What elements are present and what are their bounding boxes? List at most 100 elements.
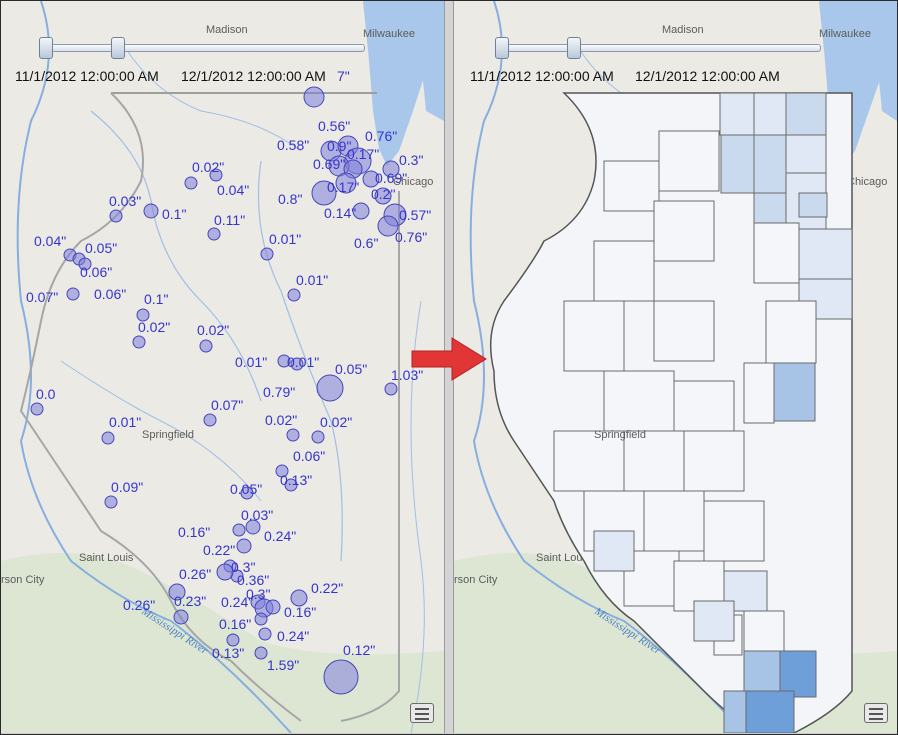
precipitation-symbol[interactable]: [209, 168, 223, 182]
precipitation-value-label: 0.16": [284, 604, 316, 620]
precipitation-symbol[interactable]: [286, 428, 300, 442]
county-polygons[interactable]: [553, 92, 853, 733]
precipitation-symbol[interactable]: [374, 187, 392, 205]
precipitation-symbol[interactable]: [203, 413, 217, 427]
time-slider-end-handle[interactable]: [111, 37, 125, 59]
county-polygon[interactable]: [785, 134, 827, 174]
precipitation-symbol[interactable]: [104, 495, 118, 509]
precipitation-symbol[interactable]: [258, 627, 272, 641]
legend-button[interactable]: [410, 703, 434, 723]
precipitation-value-label: 0.22": [203, 542, 235, 558]
county-polygon[interactable]: [719, 92, 755, 136]
county-polygon[interactable]: [769, 362, 816, 422]
precipitation-symbol[interactable]: [101, 431, 115, 445]
time-slider-track[interactable]: [51, 44, 365, 52]
left-basemap[interactable]: Madison Milwaukee Chicago Springfield Sa…: [1, 1, 444, 733]
precipitation-symbol[interactable]: [287, 288, 301, 302]
precipitation-symbol[interactable]: [236, 538, 252, 554]
county-polygon[interactable]: [683, 430, 745, 492]
precipitation-symbol[interactable]: [109, 209, 123, 223]
county-polygon[interactable]: [593, 240, 655, 302]
precipitation-symbol[interactable]: [335, 172, 357, 194]
precipitation-symbols[interactable]: [30, 86, 407, 695]
county-polygon[interactable]: [658, 130, 720, 192]
precipitation-symbol[interactable]: [143, 203, 159, 219]
county-polygon[interactable]: [743, 362, 775, 424]
time-slider-track[interactable]: [507, 44, 821, 52]
precipitation-symbol[interactable]: [226, 633, 240, 647]
precipitation-symbol[interactable]: [284, 478, 298, 492]
county-polygon[interactable]: [720, 134, 756, 194]
precipitation-symbol[interactable]: [184, 176, 198, 190]
precipitation-symbol[interactable]: [199, 339, 213, 353]
precipitation-symbol[interactable]: [260, 247, 274, 261]
county-polygon[interactable]: [745, 690, 795, 733]
left-map-panel[interactable]: Madison Milwaukee Chicago Springfield Sa…: [1, 1, 444, 733]
precipitation-symbol[interactable]: [132, 335, 146, 349]
precipitation-symbol[interactable]: [78, 257, 92, 271]
precipitation-symbol[interactable]: [240, 486, 254, 500]
precipitation-value-label: 0.02": [138, 319, 170, 335]
county-polygon[interactable]: [753, 222, 800, 284]
precipitation-symbol[interactable]: [303, 86, 325, 108]
legend-button[interactable]: [864, 703, 888, 723]
county-polygon[interactable]: [753, 134, 787, 194]
precipitation-symbol[interactable]: [362, 170, 380, 188]
county-polygon[interactable]: [653, 300, 715, 362]
precipitation-symbol[interactable]: [377, 215, 399, 237]
county-polygon[interactable]: [703, 500, 765, 562]
county-polygon[interactable]: [765, 300, 817, 364]
precipitation-symbol[interactable]: [245, 519, 261, 535]
precipitation-symbol[interactable]: [232, 523, 246, 537]
county-polygon[interactable]: [673, 380, 735, 432]
county-polygon[interactable]: [653, 200, 715, 262]
precipitation-symbol[interactable]: [168, 583, 186, 601]
precipitation-symbol[interactable]: [323, 659, 359, 695]
county-polygon[interactable]: [593, 530, 635, 572]
precipitation-value-label: 0.01": [235, 354, 267, 370]
precipitation-symbol[interactable]: [311, 430, 325, 444]
label-springfield: Springfield: [594, 429, 646, 441]
precipitation-symbol[interactable]: [254, 646, 268, 660]
precipitation-symbol[interactable]: [382, 160, 400, 178]
precipitation-symbol[interactable]: [352, 202, 370, 220]
county-polygon[interactable]: [643, 490, 705, 552]
county-polygon[interactable]: [753, 192, 787, 224]
county-polygon[interactable]: [553, 430, 625, 492]
county-polygon[interactable]: [723, 690, 747, 733]
time-slider[interactable]: [39, 37, 369, 59]
precipitation-symbol[interactable]: [254, 612, 268, 626]
precipitation-symbol[interactable]: [290, 589, 308, 607]
precipitation-symbol[interactable]: [384, 382, 398, 396]
time-slider-end-handle[interactable]: [567, 37, 581, 59]
precipitation-symbol[interactable]: [311, 180, 337, 206]
precipitation-symbol[interactable]: [275, 464, 289, 478]
precipitation-symbol[interactable]: [216, 563, 234, 581]
precipitation-symbol[interactable]: [316, 374, 344, 402]
precipitation-symbol[interactable]: [207, 227, 221, 241]
county-polygon[interactable]: [693, 600, 735, 642]
county-polygon[interactable]: [793, 228, 853, 280]
precipitation-value-label: 0.0: [36, 386, 56, 402]
precipitation-symbol[interactable]: [173, 609, 189, 625]
county-polygon[interactable]: [743, 650, 781, 692]
right-map-panel[interactable]: Madison Milwaukee Chicago Saint Louis rs…: [454, 1, 897, 733]
precipitation-symbol[interactable]: [265, 599, 281, 615]
right-basemap[interactable]: Madison Milwaukee Chicago Saint Louis rs…: [454, 1, 897, 733]
precipitation-symbol[interactable]: [290, 357, 304, 371]
county-polygon[interactable]: [603, 370, 675, 432]
county-polygon[interactable]: [603, 160, 660, 212]
county-polygon[interactable]: [743, 610, 785, 652]
county-polygon[interactable]: [798, 192, 828, 218]
time-slider-start-handle[interactable]: [39, 37, 53, 59]
precipitation-symbol[interactable]: [66, 287, 80, 301]
county-polygon[interactable]: [563, 300, 625, 372]
county-polygon[interactable]: [753, 92, 787, 136]
precipitation-symbol[interactable]: [30, 402, 44, 416]
county-polygon[interactable]: [785, 92, 827, 136]
time-slider[interactable]: [495, 37, 825, 59]
county-polygon[interactable]: [779, 650, 817, 698]
time-slider-start-handle[interactable]: [495, 37, 509, 59]
precipitation-symbol[interactable]: [277, 354, 291, 368]
precipitation-symbol[interactable]: [136, 308, 150, 322]
